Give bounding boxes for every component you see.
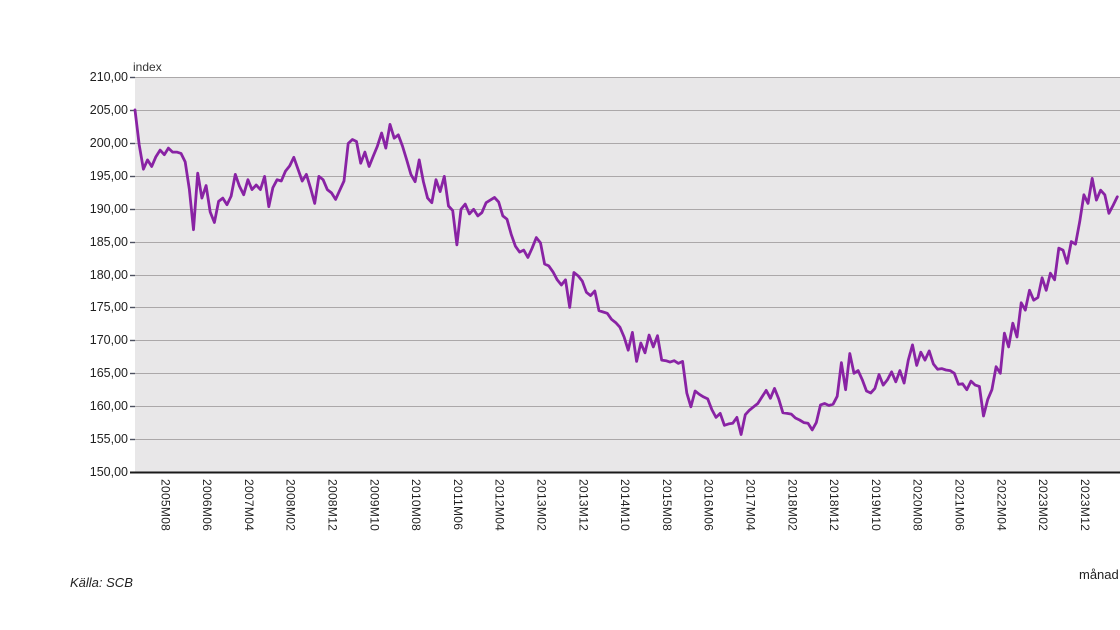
x-axis-tick-label: 2012M04 (492, 479, 507, 532)
y-axis-tick-label: 190,00 (89, 202, 128, 216)
index-line (133, 108, 1119, 436)
x-axis-tick-label: 2018M02 (785, 479, 800, 532)
x-axis-tick-label: 2021M06 (952, 479, 967, 532)
y-axis-tick-label: 155,00 (89, 432, 128, 446)
x-axis-tick-label: 2016M06 (701, 479, 716, 532)
x-axis-tick-label: 2014M10 (618, 479, 633, 532)
x-axis-tick-label: 2013M12 (576, 479, 591, 532)
x-axis-tick-label: 2018M12 (827, 479, 842, 532)
y-axis-tick-label: 150,00 (89, 465, 128, 479)
x-axis-tick-label: 2009M10 (367, 479, 382, 532)
y-axis-tick-label: 170,00 (89, 333, 128, 347)
x-axis-tick-label: 2020M08 (910, 479, 925, 532)
y-axis-tick-label: 205,00 (89, 103, 128, 117)
x-axis-tick-label: 2023M02 (1036, 479, 1051, 532)
x-axis-tick-label: 2008M12 (325, 479, 340, 532)
x-axis-unit-label: månad (1079, 567, 1119, 582)
x-axis-tick-label: 2007M04 (241, 479, 256, 532)
y-axis-tick-label: 165,00 (89, 366, 128, 380)
y-axis-tick-label: 200,00 (89, 136, 128, 150)
x-axis-tick-label: 2017M04 (743, 479, 758, 532)
y-axis-tick-label: 185,00 (89, 235, 128, 249)
x-axis-tick-label: 2013M02 (534, 479, 549, 532)
x-axis-tick-label: 2015M08 (659, 479, 674, 532)
x-axis-tick-label: 2010M08 (409, 479, 424, 532)
y-axis-tick-label: 210,00 (89, 70, 128, 84)
y-axis-tick-label: 180,00 (89, 268, 128, 282)
x-axis-tick-label: 2005M08 (158, 479, 173, 532)
y-axis-tick-label: 195,00 (89, 169, 128, 183)
y-axis-title: index (133, 60, 162, 74)
x-axis-tick-label: 2008M02 (283, 479, 298, 532)
y-axis-tick-label: 175,00 (89, 300, 128, 314)
y-axis-tick-label: 160,00 (89, 399, 128, 413)
x-axis-tick-label: 2023M12 (1077, 479, 1092, 532)
x-axis-tick-label: 2011M06 (450, 479, 465, 531)
source-label: Källa: SCB (70, 575, 133, 590)
x-axis-tick-label: 2019M10 (868, 479, 883, 532)
x-axis-tick-label: 2006M06 (200, 479, 215, 532)
x-axis-tick-label: 2022M04 (994, 479, 1009, 532)
